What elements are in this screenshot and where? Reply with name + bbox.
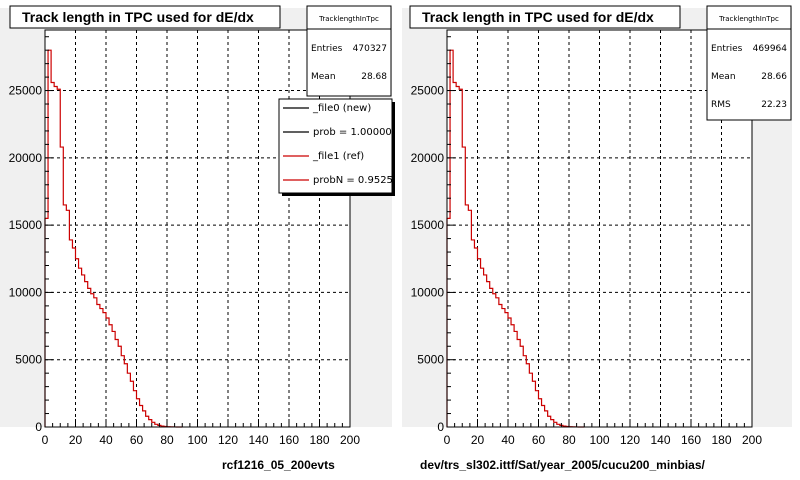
stats-value: 22.23 <box>761 100 787 110</box>
x-axis-label: rcf1216_05_200evts <box>222 458 335 472</box>
x-tick-label: 40 <box>501 433 515 447</box>
stats-value: 28.66 <box>761 72 787 82</box>
y-tick-label: 25000 <box>9 84 43 98</box>
stats-name: TracklengthInTpc <box>318 15 379 23</box>
x-tick-label: 200 <box>340 433 360 447</box>
chart-title: Track length in TPC used for dE/dx <box>422 9 654 25</box>
x-tick-label: 100 <box>187 433 207 447</box>
stats-label: Mean <box>311 72 336 82</box>
legend-box <box>278 98 393 194</box>
y-tick-label: 0 <box>35 420 42 434</box>
stats-name: TracklengthInTpc <box>718 15 779 23</box>
x-tick-label: 100 <box>589 433 609 447</box>
stats-value: 469964 <box>753 44 788 54</box>
x-tick-label: 120 <box>218 433 238 447</box>
legend-entry-label: prob = 1.000000 <box>313 127 398 138</box>
x-tick-label: 0 <box>42 433 49 447</box>
x-tick-label: 180 <box>711 433 731 447</box>
histogram-pad-2: 0 20 40 60 80 100 120 140 160 180 200 0 5000 10000 150… <box>402 5 792 472</box>
x-tick-label: 20 <box>69 433 83 447</box>
stats-value: 28.68 <box>361 72 387 82</box>
y-tick-label: 5000 <box>15 353 42 367</box>
x-tick-label: 0 <box>444 433 451 447</box>
y-tick-label: 20000 <box>9 151 43 165</box>
y-tick-label: 25000 <box>411 84 445 98</box>
x-tick-label: 60 <box>130 433 144 447</box>
x-tick-label: 20 <box>471 433 485 447</box>
x-tick-label: 180 <box>309 433 329 447</box>
y-tick-label: 0 <box>437 420 444 434</box>
stats-label: Mean <box>711 72 736 82</box>
stats-label: Entries <box>311 44 343 54</box>
x-tick-label: 40 <box>99 433 113 447</box>
chart-title-box <box>9 5 281 29</box>
x-tick-label: 80 <box>160 433 174 447</box>
x-tick-label: 200 <box>742 433 762 447</box>
y-tick-label: 20000 <box>411 151 445 165</box>
legend-entry-label: _file0 (new) <box>312 103 371 114</box>
x-tick-label: 140 <box>248 433 268 447</box>
x-tick-label: 60 <box>532 433 546 447</box>
x-axis-label: dev/trs_sl302.ittf/Sat/year_2005/cucu200… <box>420 458 705 472</box>
x-tick-label: 160 <box>279 433 299 447</box>
stats-label: RMS <box>711 100 731 110</box>
stats-box <box>706 5 792 121</box>
grid-lines <box>45 30 350 427</box>
y-tick-label: 10000 <box>411 285 445 299</box>
histogram-pad-1: 0 20 40 60 80 100 120 140 160 180 200 0 5000 10000 150… <box>0 5 399 472</box>
y-tick-label: 15000 <box>411 218 445 232</box>
y-tick-label: 10000 <box>9 285 43 299</box>
legend-entry-label: probN = 0.95253 <box>313 175 399 186</box>
histogram-series-1 <box>44 49 183 428</box>
histogram-series-1 <box>446 49 585 428</box>
x-tick-label: 120 <box>620 433 640 447</box>
chart-title: Track length in TPC used for dE/dx <box>22 9 254 25</box>
x-tick-label: 160 <box>681 433 701 447</box>
y-tick-label: 5000 <box>417 353 444 367</box>
legend-entry-label: _file1 (ref) <box>312 151 364 162</box>
x-tick-label: 80 <box>562 433 576 447</box>
grid-lines <box>447 30 752 427</box>
y-tick-label: 15000 <box>9 218 43 232</box>
stats-value: 470327 <box>353 44 387 54</box>
stats-box <box>306 5 392 97</box>
chart-title-box <box>409 5 681 29</box>
stats-label: Entries <box>711 44 743 54</box>
legend: _file0 (new) prob = 1.000000 _file1 (ref) p… <box>283 103 399 186</box>
x-tick-label: 140 <box>650 433 670 447</box>
